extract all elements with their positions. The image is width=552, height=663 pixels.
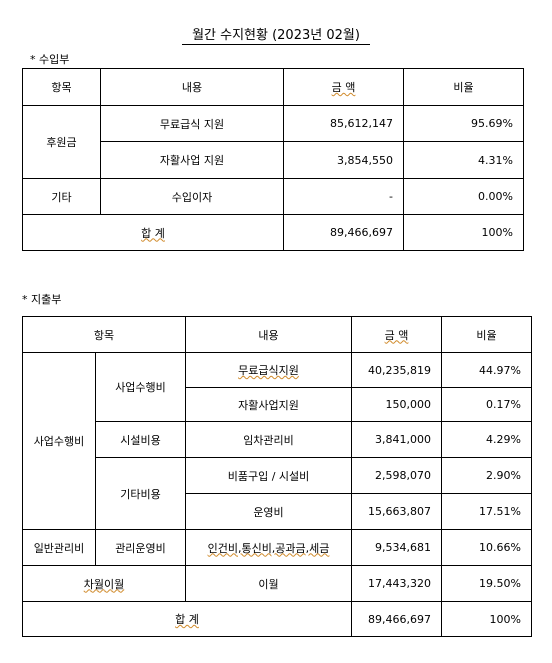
cell: 무료급식지원 bbox=[185, 352, 352, 388]
cell: 2.90% bbox=[441, 457, 532, 494]
cell: 15,663,807 bbox=[351, 493, 442, 530]
cell: 10.66% bbox=[441, 529, 532, 566]
cell: - bbox=[283, 178, 404, 215]
header-cell: 항목 bbox=[22, 316, 186, 353]
cell: 3,841,000 bbox=[351, 421, 442, 458]
cell: 89,466,697 bbox=[351, 601, 442, 637]
cell: 19.50% bbox=[441, 565, 532, 602]
cell: 89,466,697 bbox=[283, 214, 404, 251]
cell: 후원금 bbox=[22, 105, 101, 179]
cell: 사업수행비 bbox=[95, 352, 186, 422]
cell: 시설비용 bbox=[95, 421, 186, 458]
cell: 100% bbox=[403, 214, 524, 251]
section-label: * 지출부 bbox=[22, 293, 62, 306]
cell: 17,443,320 bbox=[351, 565, 442, 602]
cell: 4.31% bbox=[403, 141, 524, 179]
cell: 2,598,070 bbox=[351, 457, 442, 494]
header-cell: 항목 bbox=[22, 68, 101, 106]
total-label: 합 계 bbox=[22, 601, 352, 637]
cell: 일반관리비 bbox=[22, 529, 96, 566]
expense-table: 항목 내용 금 액 비율 사업수행비 사업수행비 무료급식지원 40,235,819 44.9… bbox=[22, 316, 532, 637]
cell: 0.17% bbox=[441, 387, 532, 422]
cell: 차월이월 bbox=[22, 565, 186, 602]
header-cell: 금 액 bbox=[283, 68, 404, 106]
cell: 9,534,681 bbox=[351, 529, 442, 566]
cell: 인건비,통신비,공과금,세금 bbox=[185, 529, 352, 566]
title-text: 월간 수지현황 (2023년 02월) bbox=[182, 28, 370, 45]
cell: 기타비용 bbox=[95, 457, 186, 530]
cell: 85,612,147 bbox=[283, 105, 404, 142]
section-label: * 수입부 bbox=[30, 53, 70, 66]
cell: 자활사업 지원 bbox=[100, 141, 284, 179]
income-table: 항목 내용 금 액 비율 후원금 무료급식 지원 85,612,147 95.69% 자활사… bbox=[22, 68, 524, 251]
header-cell: 비율 bbox=[403, 68, 524, 106]
cell: 임차관리비 bbox=[185, 421, 352, 458]
cell: 이월 bbox=[185, 565, 352, 602]
cell: 40,235,819 bbox=[351, 352, 442, 388]
header-cell: 금 액 bbox=[351, 316, 442, 353]
cell: 관리운영비 bbox=[95, 529, 186, 566]
cell: 100% bbox=[441, 601, 532, 637]
cell: 95.69% bbox=[403, 105, 524, 142]
header-cell: 비율 bbox=[441, 316, 532, 353]
cell: 4.29% bbox=[441, 421, 532, 458]
cell: 수입이자 bbox=[100, 178, 284, 215]
cell: 0.00% bbox=[403, 178, 524, 215]
title: 월간 수지현황 (2023년 02월) bbox=[0, 24, 552, 45]
cell: 비품구입 / 시설비 bbox=[185, 457, 352, 494]
header-cell: 내용 bbox=[185, 316, 352, 353]
header-cell: 내용 bbox=[100, 68, 284, 106]
cell: 무료급식 지원 bbox=[100, 105, 284, 142]
cell: 17.51% bbox=[441, 493, 532, 530]
cell: 150,000 bbox=[351, 387, 442, 422]
cell: 44.97% bbox=[441, 352, 532, 388]
cell: 3,854,550 bbox=[283, 141, 404, 179]
cell: 자활사업지원 bbox=[185, 387, 352, 422]
cell: 운영비 bbox=[185, 493, 352, 530]
cell: 사업수행비 bbox=[22, 352, 96, 530]
total-label: 합 계 bbox=[22, 214, 284, 251]
cell: 기타 bbox=[22, 178, 101, 215]
